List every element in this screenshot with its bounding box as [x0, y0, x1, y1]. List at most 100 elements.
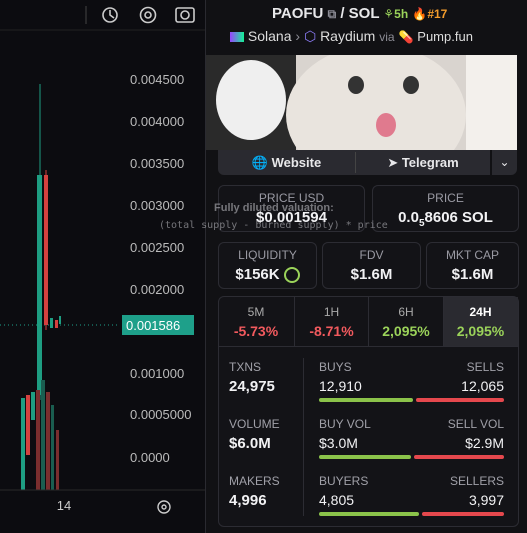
- timeframe-change: 2,095%: [382, 323, 430, 339]
- stat-right-value: $2.9M: [465, 435, 504, 451]
- price-native-value: 0.058606 SOL: [373, 209, 518, 229]
- screenshot-icon[interactable]: [175, 7, 195, 23]
- stats-divider: [303, 358, 304, 516]
- timeframe-tab[interactable]: 1H -8.71%: [293, 297, 369, 346]
- price-label: 0.003000: [130, 198, 184, 213]
- price-label: 0.002500: [130, 240, 184, 255]
- price-label: 0.004000: [130, 114, 184, 129]
- price-native-label: PRICE: [427, 191, 464, 205]
- links-dropdown[interactable]: ⌄: [492, 150, 517, 175]
- price-prefix: 0.0: [398, 209, 419, 226]
- stat-right-label: SELL VOL: [447, 417, 504, 431]
- sell-bar: [416, 398, 504, 402]
- telegram-text: Telegram: [401, 155, 459, 170]
- stat-label: TXNS: [229, 360, 262, 374]
- metric-label: FDV: [359, 248, 384, 262]
- timeframe-tab[interactable]: 24H 2,095%: [442, 297, 518, 346]
- settings-icon[interactable]: [139, 6, 157, 24]
- stat-left-value: 12,910: [319, 378, 362, 394]
- metric-card: LIQUIDITY $156K: [218, 242, 317, 289]
- price-label: 0.0000: [130, 450, 170, 465]
- lock-icon: [283, 267, 300, 284]
- time-label: 14: [57, 498, 71, 513]
- metric-card: MKT CAP $1.6M: [426, 242, 519, 289]
- buy-bar: [319, 455, 411, 459]
- metric-value-text: $156K: [235, 266, 280, 283]
- pill-icon: 💊: [398, 30, 414, 44]
- candles: [21, 84, 61, 490]
- stat-left-label: BUYERS: [319, 474, 369, 488]
- metric-card: FDV $1.6M: [322, 242, 421, 289]
- chain: Solana: [247, 28, 292, 44]
- stat-label: MAKERS: [229, 474, 280, 488]
- links-bar: [218, 150, 490, 175]
- price-chart: 0.001586 14 0.004500 0.004000 0.003500 0.00…: [0, 0, 206, 533]
- sell-bar: [414, 455, 504, 459]
- price-label: 0.002000: [130, 282, 184, 297]
- price-label: 0.001000: [130, 366, 184, 381]
- timeframe-label: 1H: [323, 305, 340, 319]
- metric-value-text: $1.6M: [350, 266, 393, 283]
- price-label: 0.004500: [130, 72, 184, 87]
- timeframe-tab[interactable]: 5M -5.73%: [219, 297, 293, 346]
- buy-bar: [319, 512, 419, 516]
- stat-value: 4,996: [229, 492, 267, 509]
- stat-left-value: 4,805: [319, 492, 355, 508]
- stat-label: VOLUME: [229, 417, 280, 431]
- chart-bg: [0, 0, 206, 533]
- price-usd-value: $0.001594: [256, 209, 327, 226]
- stat-value: $6.0M: [229, 435, 271, 452]
- raydium-logo: ⬡: [303, 28, 317, 44]
- current-price: 0.001586: [126, 318, 180, 333]
- pair-route: Solana › ⬡ Raydium via 💊 Pump.fun: [230, 28, 473, 45]
- timeframe-tab[interactable]: 6H 2,095%: [368, 297, 443, 346]
- solana-logo: [230, 32, 244, 43]
- stat-left-value: $3.0M: [319, 435, 358, 451]
- token-banner: [206, 55, 517, 150]
- replay-icon[interactable]: [102, 7, 118, 23]
- timeframe-change: 2,095%: [456, 323, 505, 339]
- price-label: 0.0005000: [130, 407, 191, 422]
- metric-label: LIQUIDITY: [238, 248, 297, 262]
- rank-text: #17: [427, 7, 448, 21]
- buy-bar: [319, 398, 413, 402]
- separator: /: [340, 5, 345, 22]
- copy-icon[interactable]: ⧉: [327, 7, 337, 21]
- metric-value: $156K: [219, 266, 316, 284]
- stat-left-label: BUY VOL: [319, 417, 371, 431]
- price-usd-label: PRICE USD: [258, 191, 325, 205]
- metric-label: MKT CAP: [445, 248, 500, 262]
- metric-value: $1.6M: [427, 266, 518, 283]
- chart-settings-icon[interactable]: [157, 500, 171, 514]
- stat-right-value: 3,997: [468, 492, 504, 508]
- via: via: [379, 30, 395, 44]
- dex: Raydium: [320, 28, 376, 44]
- stat-value: 24,975: [229, 378, 275, 395]
- timeframe-border: [218, 346, 519, 347]
- price-label: 0.003500: [130, 156, 184, 171]
- telegram-button[interactable]: ➤ Telegram: [387, 155, 459, 170]
- timeframe-change: -8.71%: [309, 323, 354, 339]
- price-native-card: PRICE 0.058606 SOL: [372, 185, 519, 232]
- current-price-badge: [122, 315, 194, 335]
- timeframe-label: 24H: [469, 305, 492, 319]
- tooltip-title: Fully diluted valuation:: [214, 202, 334, 214]
- token: PAOFU: [272, 5, 324, 22]
- quote: SOL: [348, 5, 380, 22]
- metric-value: $1.6M: [323, 266, 420, 283]
- metric-value-text: $1.6M: [451, 266, 494, 283]
- stat-right-value: 12,065: [461, 378, 504, 394]
- launchpad: Pump.fun: [417, 29, 473, 44]
- website-text: Website: [271, 155, 322, 170]
- website-button[interactable]: 🌐 Website: [251, 155, 322, 170]
- pair-title: PAOFU ⧉ / SOL ⚘5h 🔥#17: [272, 5, 447, 22]
- trending-age: ⚘5h: [383, 7, 409, 21]
- stat-left-label: BUYS: [319, 360, 352, 374]
- stat-right-label: SELLERS: [449, 474, 504, 488]
- price-usd-card: PRICE USD $0.001594: [218, 185, 365, 232]
- stat-right-label: SELLS: [466, 360, 504, 374]
- price-rest: 8606 SOL: [424, 209, 493, 226]
- timeframe-label: 5M: [247, 305, 265, 319]
- price-zeros: 5: [418, 218, 425, 229]
